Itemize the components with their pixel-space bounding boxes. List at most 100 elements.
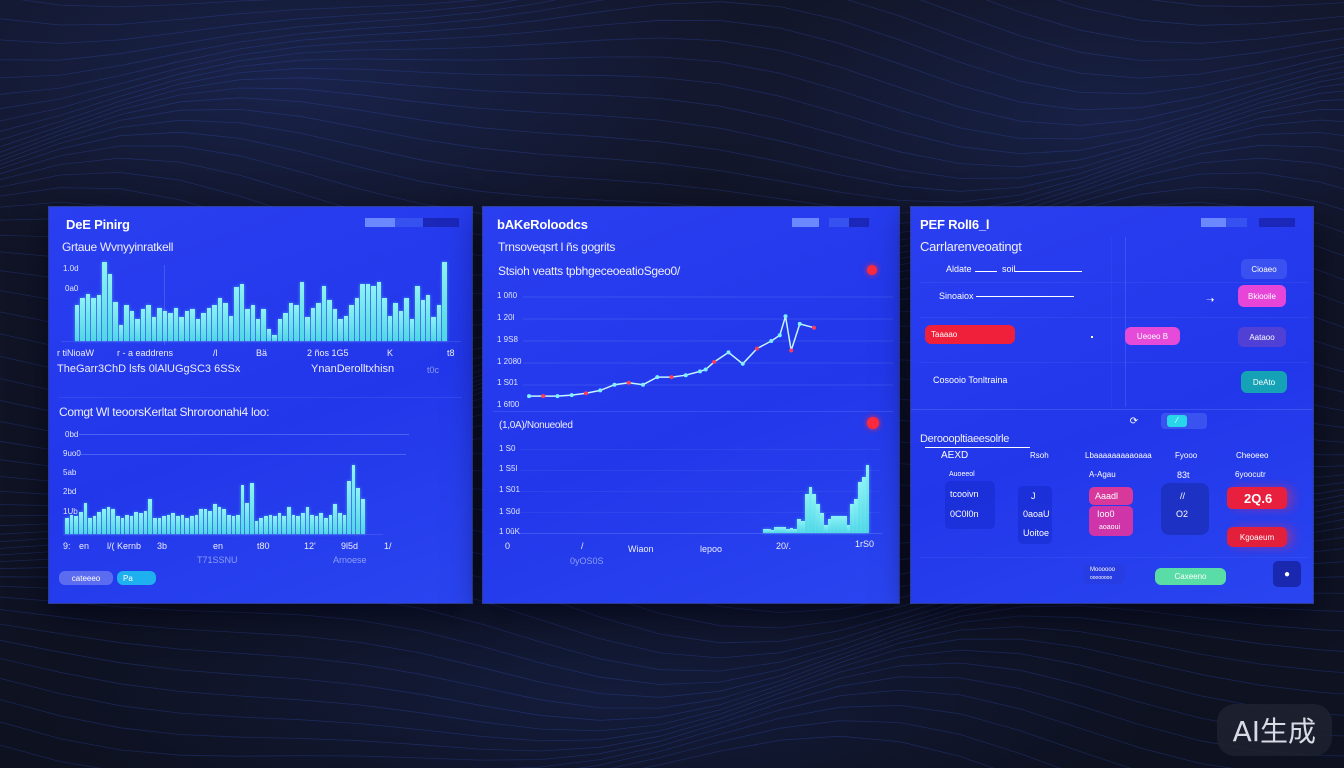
y-tick: 1 0ûK xyxy=(499,527,520,536)
bar xyxy=(134,511,138,534)
x-label: 12' xyxy=(304,541,316,551)
danger-button[interactable]: Kgoaeum xyxy=(1227,527,1287,547)
bar xyxy=(151,317,157,341)
alert-indicator[interactable] xyxy=(867,265,877,275)
x-label: /l xyxy=(213,348,218,358)
check-icon: ⁄ xyxy=(1167,415,1187,427)
y-tick: 1 2080 xyxy=(497,357,522,366)
grid-line xyxy=(520,512,880,513)
y-tick: 1 6f00 xyxy=(497,400,520,409)
data-point xyxy=(655,375,660,380)
control-segment-3[interactable] xyxy=(849,218,869,227)
bar xyxy=(180,514,185,534)
column-header: AEXD xyxy=(941,450,969,461)
bar xyxy=(217,507,222,534)
bar xyxy=(125,514,129,534)
table-badge[interactable] xyxy=(1089,506,1133,536)
bar xyxy=(120,518,125,534)
sub-header: 6yoocutr xyxy=(1235,470,1266,479)
control-segment-2[interactable] xyxy=(1226,218,1247,227)
data-point xyxy=(755,346,759,351)
control-segment-2[interactable] xyxy=(395,218,423,227)
refresh-icon[interactable]: ⟳ xyxy=(1129,415,1139,427)
bar xyxy=(129,516,134,534)
window-controls[interactable] xyxy=(1201,218,1295,227)
chat-icon[interactable]: ● xyxy=(1273,561,1301,587)
primary-button[interactable]: Pa xyxy=(117,571,156,585)
y-tick: 1 S01 xyxy=(497,378,518,387)
bar xyxy=(195,318,201,341)
control-segment-1[interactable] xyxy=(1201,218,1226,227)
secondary-button[interactable]: cateeeo xyxy=(59,571,113,585)
control-segment-1[interactable] xyxy=(365,218,395,227)
data-point xyxy=(683,373,688,378)
bar xyxy=(91,297,96,341)
window-controls[interactable] xyxy=(365,218,459,227)
section-divider xyxy=(493,411,893,412)
x-label: t8 xyxy=(447,348,455,358)
middle-button[interactable]: Ueoeo B xyxy=(1125,327,1180,345)
bar xyxy=(277,318,283,341)
right-button[interactable]: Aataoo xyxy=(1238,327,1286,347)
danger-button[interactable]: Taaaao xyxy=(925,325,1015,344)
line-chart xyxy=(523,296,893,399)
table-cell: tcooivn xyxy=(950,489,979,499)
bar xyxy=(157,307,162,341)
right-button[interactable]: DeAto xyxy=(1241,371,1287,393)
data-point xyxy=(584,391,588,396)
data-point xyxy=(698,369,702,374)
right-button[interactable]: Bkiooile xyxy=(1238,285,1286,307)
bar xyxy=(69,514,74,534)
right-button[interactable]: Cioaeo xyxy=(1241,259,1287,279)
data-point xyxy=(783,314,788,319)
alert-indicator[interactable] xyxy=(867,417,879,429)
data-point xyxy=(569,393,574,398)
x-label: 1/ xyxy=(384,541,392,551)
control-segment-3[interactable] xyxy=(423,218,459,227)
y-tick: 9uo0 xyxy=(63,449,81,458)
x-axis-caption: T71SSNU xyxy=(197,555,238,565)
bar xyxy=(184,310,190,341)
bar xyxy=(778,527,782,533)
bar xyxy=(300,512,305,534)
bar xyxy=(140,309,146,341)
window-controls[interactable] xyxy=(792,218,869,227)
bar xyxy=(288,303,294,341)
bar xyxy=(819,512,824,533)
bar xyxy=(328,514,333,534)
data-point xyxy=(726,350,731,355)
bar xyxy=(850,504,855,533)
bar xyxy=(107,273,113,341)
grid-line xyxy=(520,491,880,492)
info-card xyxy=(1083,564,1125,584)
bar xyxy=(324,518,328,534)
bar xyxy=(118,325,124,341)
bar xyxy=(223,303,228,341)
bar xyxy=(442,262,447,341)
bar xyxy=(310,307,316,341)
table-badge[interactable] xyxy=(1089,487,1133,505)
bar xyxy=(255,318,261,341)
panel-data-pricing: DeE Pinirg Grtaue Wvnyyinratkell 1.0d 0a… xyxy=(49,207,472,603)
bar xyxy=(185,518,189,534)
bar xyxy=(162,310,168,341)
bar xyxy=(356,488,360,534)
row-divider xyxy=(919,282,1309,283)
column-divider xyxy=(1111,237,1112,407)
x-label: 9l5d xyxy=(341,541,359,551)
control-segment-1[interactable] xyxy=(792,218,819,227)
control-segment-3[interactable] xyxy=(1259,218,1295,227)
bar xyxy=(217,297,223,341)
bar xyxy=(342,514,347,534)
toggle-track[interactable]: ⁄ xyxy=(1161,413,1207,429)
bar xyxy=(299,281,305,341)
value-badge[interactable] xyxy=(1227,487,1287,509)
bar xyxy=(102,509,106,534)
control-segment-2[interactable] xyxy=(829,218,849,227)
primary-button[interactable]: Caxeeno xyxy=(1155,568,1226,585)
chart-caption: YnanDerolltxhisn xyxy=(311,363,395,375)
bar xyxy=(239,284,245,341)
section-divider xyxy=(59,397,462,398)
bar xyxy=(349,305,354,341)
x-axis-caption: 0yOS0S xyxy=(570,556,604,566)
